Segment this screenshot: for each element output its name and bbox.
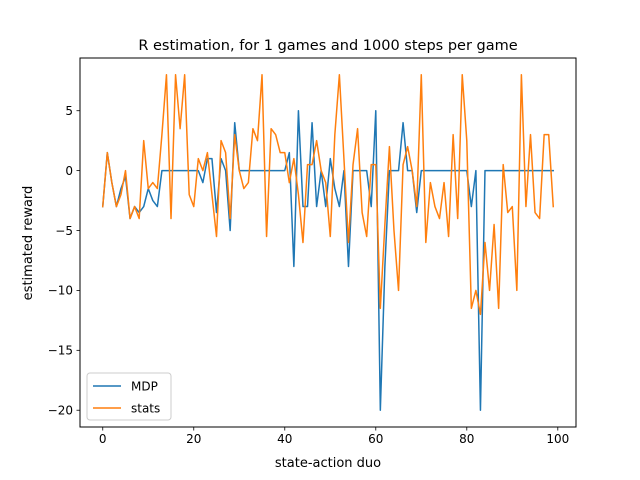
ticks-layer: 0 20 40 60 80 100 5 0 −5 −10 −15 −20	[48, 104, 570, 446]
y-tick-label: −10	[48, 284, 73, 298]
series-layer	[101, 74, 555, 411]
y-axis-label: estimated reward	[21, 186, 36, 301]
y-tick-label: −20	[48, 404, 73, 418]
y-tick-label: −15	[48, 344, 73, 358]
series-line-stats	[101, 74, 555, 316]
legend: MDP stats	[86, 372, 172, 421]
x-tick-label: 0	[99, 432, 107, 446]
x-tick-label: 40	[277, 432, 292, 446]
x-tick-label: 60	[368, 432, 383, 446]
plot-frame	[79, 57, 577, 428]
y-tick-label: 0	[65, 164, 73, 178]
x-axis-label: state-action duo	[275, 456, 381, 471]
legend-label-mdp: MDP	[131, 380, 158, 394]
x-tick-label: 100	[546, 432, 569, 446]
x-tick-label: 20	[186, 432, 201, 446]
legend-label-stats: stats	[131, 402, 160, 416]
x-tick-label: 80	[459, 432, 474, 446]
series-line-mdp	[101, 109, 554, 411]
y-tick-label: −5	[55, 224, 73, 238]
y-tick-label: 5	[65, 104, 73, 118]
chart-title: R estimation, for 1 games and 1000 steps…	[138, 38, 517, 54]
